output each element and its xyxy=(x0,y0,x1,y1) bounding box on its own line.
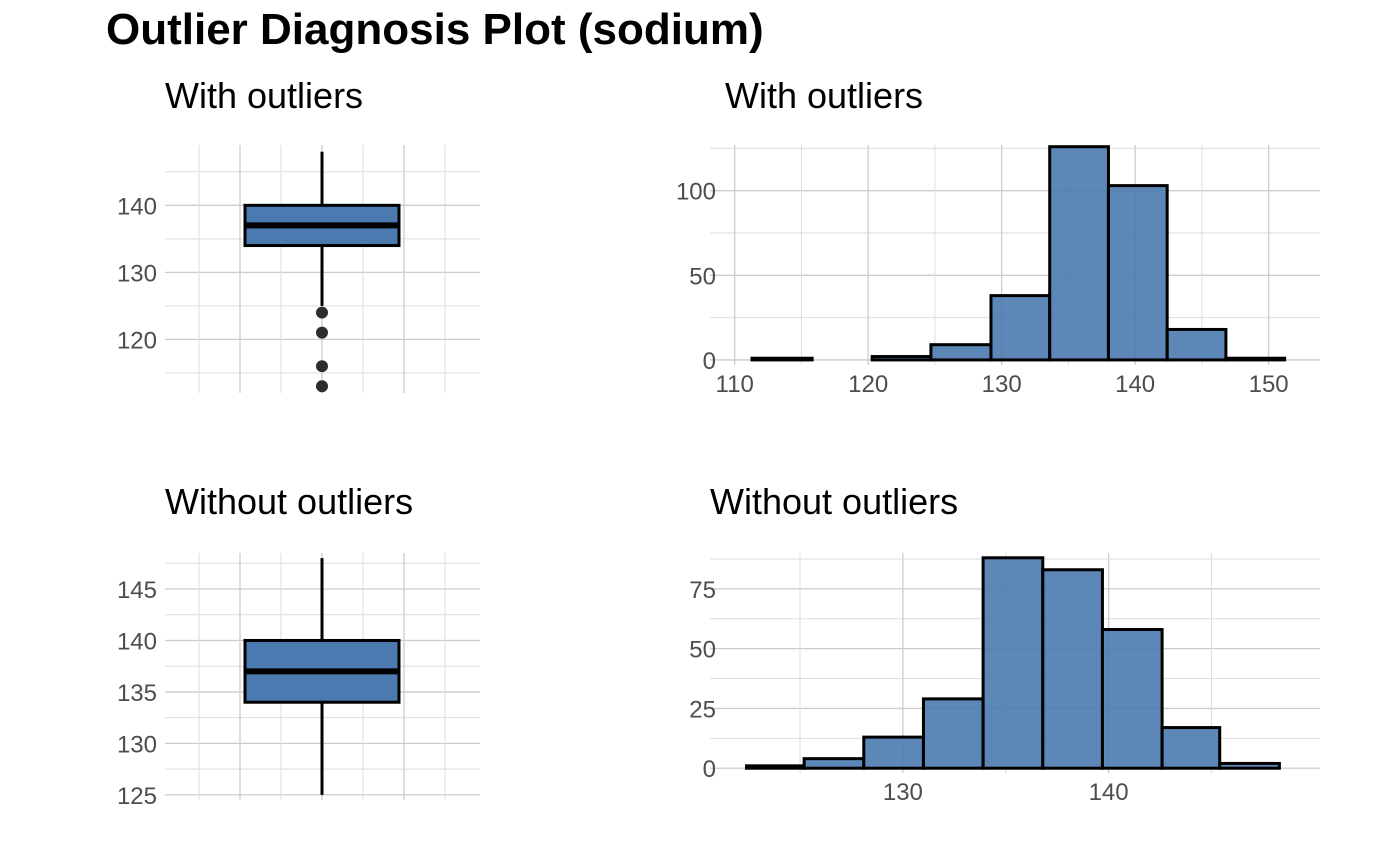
outlier-point xyxy=(316,380,328,393)
panel-title: With outliers xyxy=(725,75,923,116)
histogram-bar xyxy=(1106,184,1169,362)
y-tick-label: 135 xyxy=(117,680,157,707)
histogram-bar xyxy=(921,697,985,770)
outlier-point xyxy=(316,326,328,339)
x-tick-label: 140 xyxy=(1089,779,1129,806)
histogram-bar xyxy=(929,343,993,362)
outlier-point xyxy=(316,306,328,319)
y-tick-label: 100 xyxy=(676,179,716,206)
histogram-bar xyxy=(802,757,866,770)
histogram-bar xyxy=(750,356,814,362)
histogram-bar xyxy=(981,556,1045,770)
y-tick-label: 50 xyxy=(689,263,716,290)
x-tick-label: 120 xyxy=(848,371,888,398)
histogram-bar xyxy=(745,764,806,770)
histogram-bar xyxy=(989,294,1052,362)
y-tick-label: 125 xyxy=(117,783,157,810)
histogram-bar xyxy=(1160,726,1222,770)
panel-3: Without outliers 145 140 135 130 125 xyxy=(117,481,480,810)
y-tick-label: 0 xyxy=(703,756,716,783)
y-tick-label: 25 xyxy=(689,696,716,723)
histogram-bar xyxy=(1041,568,1104,770)
panels-container: With outliers 140 130 120 With outliers 100 50… xyxy=(117,75,1320,810)
panel-title: Without outliers xyxy=(710,481,958,522)
histogram-bar xyxy=(1100,628,1164,770)
histogram-bar xyxy=(870,355,933,362)
y-tick-label: 0 xyxy=(703,348,716,375)
histogram-bar xyxy=(1224,356,1287,362)
y-tick-label: 130 xyxy=(117,260,157,287)
main-title: Outlier Diagnosis Plot (sodium) xyxy=(106,5,764,54)
panel-4: Without outliers 75 50 25 0 130 140 xyxy=(689,481,1320,806)
y-tick-label: 120 xyxy=(117,327,157,354)
panel-title: With outliers xyxy=(165,75,363,116)
y-tick-label: 140 xyxy=(117,628,157,655)
y-tick-label: 75 xyxy=(689,577,716,604)
histogram-bar xyxy=(1218,761,1281,770)
histogram-bar xyxy=(1165,327,1228,362)
outlier-point xyxy=(316,360,328,373)
panel-title: Without outliers xyxy=(165,481,413,522)
x-tick-label: 110 xyxy=(716,371,754,398)
x-tick-label: 130 xyxy=(883,779,923,806)
histogram-bar xyxy=(862,735,925,770)
y-tick-label: 50 xyxy=(689,637,716,664)
x-tick-label: 140 xyxy=(1115,371,1155,398)
histogram-bar xyxy=(1048,145,1110,362)
x-tick-label: 130 xyxy=(982,371,1022,398)
y-tick-label: 140 xyxy=(117,193,157,220)
panel-1: With outliers 140 130 120 xyxy=(117,75,480,393)
x-tick-label: 150 xyxy=(1249,371,1289,398)
y-tick-label: 130 xyxy=(117,731,157,758)
y-tick-label: 145 xyxy=(117,577,157,604)
